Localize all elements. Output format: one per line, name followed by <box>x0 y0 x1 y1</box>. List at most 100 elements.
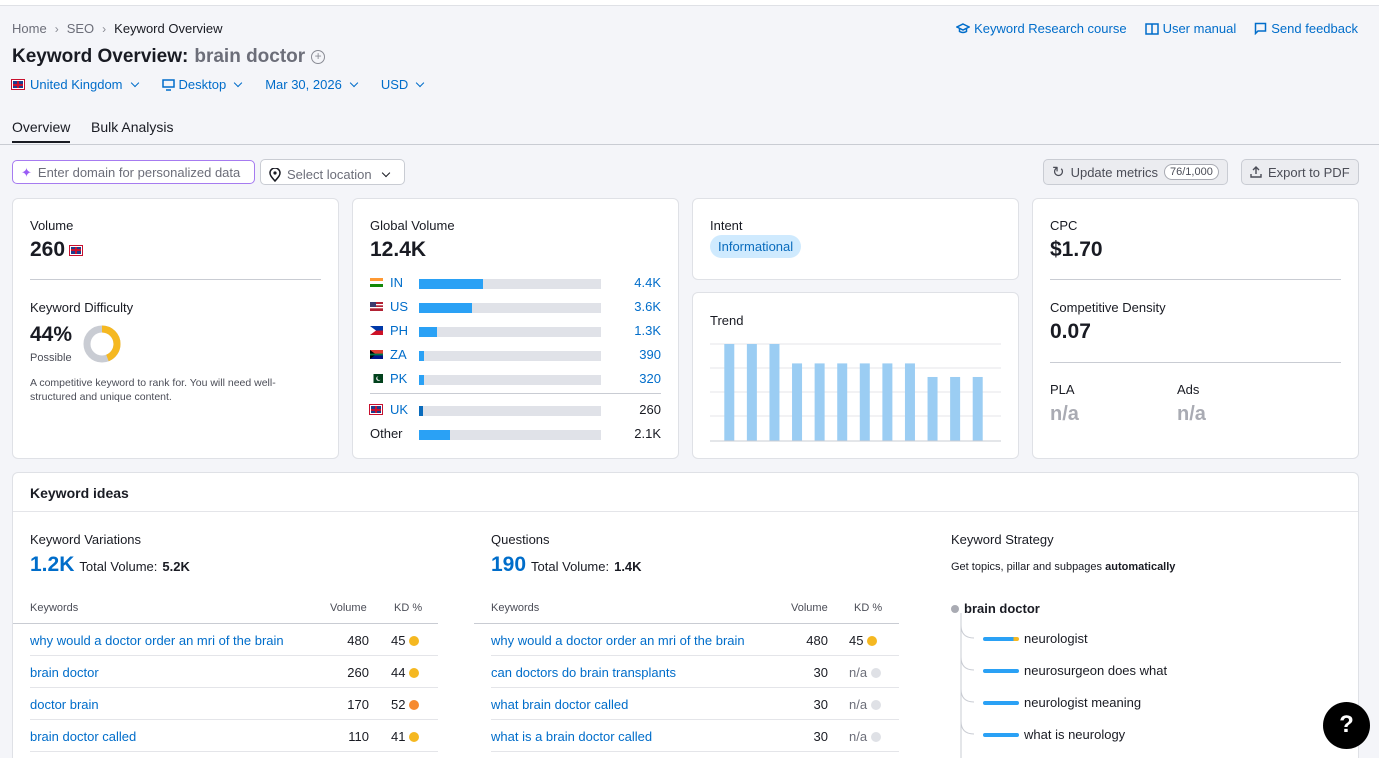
table-row: why would a doctor order an mri of the b… <box>30 624 438 656</box>
divider <box>13 511 1358 512</box>
variations-label: Keyword Variations <box>30 532 142 547</box>
strategy-item[interactable]: what is neurology <box>983 727 1125 742</box>
questions-count[interactable]: 190 <box>491 553 527 576</box>
keyword-volume: 110 <box>348 729 369 744</box>
keyword-link[interactable]: doctor brain <box>30 697 99 712</box>
trend-bar <box>814 363 825 441</box>
node-dot-icon <box>951 604 959 613</box>
breadcrumb-home[interactable]: Home <box>12 21 47 36</box>
table-row: what is a brain doctor called 30 n/a <box>491 720 899 752</box>
country-bar-track <box>419 279 601 289</box>
feedback-link[interactable]: Send feedback <box>1254 21 1358 36</box>
country-row-ph: PH 1.3K <box>370 323 661 339</box>
trend-bar <box>769 344 780 441</box>
chevron-down-icon <box>416 78 425 88</box>
keyword-link[interactable]: brain doctor <box>30 665 99 680</box>
keyword-link[interactable]: what is a brain doctor called <box>491 729 653 744</box>
help-button[interactable]: ? <box>1323 702 1370 749</box>
trend-bars <box>724 344 983 441</box>
questions-label: Questions <box>491 532 550 547</box>
table-row: why would a doctor order an mri of the b… <box>491 624 899 656</box>
strategy-tree-lines <box>960 613 975 758</box>
cd-label: Competitive Density <box>1050 300 1166 315</box>
intent-badge[interactable]: Informational <box>710 235 802 258</box>
strategy-root-label: brain doctor <box>964 601 1040 616</box>
device-label: Desktop <box>178 77 227 92</box>
kd-dot-icon <box>409 732 420 742</box>
country-code: PK <box>390 371 408 386</box>
country-code: ZA <box>390 347 407 362</box>
strategy-item[interactable]: neurologist <box>983 631 1088 646</box>
country-code: PH <box>390 323 409 338</box>
uk-flag-icon <box>11 79 25 90</box>
india-flag-icon <box>370 278 383 287</box>
country-code: US <box>390 299 409 314</box>
chevron-right-icon: › <box>102 21 107 36</box>
keyword-volume: 480 <box>806 633 828 648</box>
country-row-other: Other 2.1K <box>370 426 661 442</box>
country-select[interactable]: United Kingdom <box>11 77 139 92</box>
keyword-link[interactable]: can doctors do brain transplants <box>491 665 676 680</box>
country-bar-track <box>419 406 601 416</box>
feedback-link-label: Send feedback <box>1271 21 1358 36</box>
add-icon[interactable]: + <box>311 50 326 64</box>
course-link[interactable]: Keyword Research course <box>956 21 1127 36</box>
device-select[interactable]: Desktop <box>161 77 243 92</box>
intent-card: Intent Informational <box>692 198 1019 280</box>
uk-flag-icon <box>369 404 383 415</box>
strategy-item[interactable]: neurologist meaning <box>983 695 1141 710</box>
kd-donut <box>83 325 121 363</box>
chevron-down-icon <box>349 78 359 88</box>
trend-bar <box>972 376 983 441</box>
country-value: 4.4K <box>634 275 661 290</box>
keyword-kd: 41 <box>391 729 406 744</box>
strategy-item[interactable]: neurosurgeon does what <box>983 663 1167 678</box>
strategy-desc-bold: automatically <box>1105 561 1176 573</box>
trend-chart <box>710 343 1001 442</box>
country-bar-fill <box>419 327 438 337</box>
trend-bar <box>927 376 938 441</box>
variations-total: 5.2K <box>162 559 190 574</box>
location-select-label: Select location <box>287 167 372 182</box>
country-row-pk: PK 320 <box>370 371 661 387</box>
domain-input[interactable]: ✦ Enter domain for personalized data <box>12 160 255 184</box>
strategy-item-label: neurosurgeon does what <box>1024 663 1168 678</box>
column-header-volume: Volume <box>791 602 828 614</box>
tab-overview[interactable]: Overview <box>12 119 71 143</box>
strategy-desc-prefix: Get topics, pillar and subpages <box>951 561 1103 573</box>
kd-dot-icon <box>871 700 882 710</box>
country-value: 3.6K <box>634 299 661 314</box>
strategy-bar <box>983 700 1019 705</box>
table-row: doctor brain 170 52 <box>30 688 438 720</box>
keyword-link[interactable]: why would a doctor order an mri of the b… <box>30 633 284 648</box>
variations-count[interactable]: 1.2K <box>30 553 75 576</box>
strategy-root[interactable]: brain doctor <box>951 601 1040 616</box>
update-metrics-button[interactable]: ↻ Update metrics 76/1,000 <box>1043 159 1228 185</box>
country-value: 1.3K <box>634 323 661 338</box>
tab-bulk-analysis[interactable]: Bulk Analysis <box>91 119 174 135</box>
chevron-down-icon <box>233 78 243 88</box>
book-icon <box>1144 22 1159 35</box>
chevron-right-icon: › <box>54 21 59 36</box>
trend-bar <box>882 363 893 441</box>
breadcrumb-seo[interactable]: SEO <box>66 21 95 36</box>
divider <box>1050 362 1341 363</box>
currency-select[interactable]: USD <box>380 77 425 92</box>
strategy-description: Get topics, pillar and subpages automati… <box>951 561 1175 573</box>
export-pdf-button[interactable]: Export to PDF <box>1241 159 1359 185</box>
manual-link[interactable]: User manual <box>1144 21 1236 36</box>
domain-input-placeholder: Enter domain for personalized data <box>37 165 241 180</box>
column-header-kd: KD % <box>394 602 423 614</box>
pla-value: n/a <box>1050 403 1079 425</box>
date-select[interactable]: Mar 30, 2026 <box>265 77 359 92</box>
currency-label: USD <box>380 77 409 92</box>
keyword-link[interactable]: brain doctor called <box>30 729 137 744</box>
breadcrumb: Home › SEO › Keyword Overview <box>12 21 223 36</box>
divider <box>474 623 899 624</box>
location-select[interactable]: Select location <box>260 159 405 185</box>
keyword-link[interactable]: why would a doctor order an mri of the b… <box>491 633 745 648</box>
variations-summary: 1.2K Total Volume: 5.2K <box>30 553 190 577</box>
strategy-bar <box>983 636 1019 641</box>
keyword-link[interactable]: what brain doctor called <box>491 697 629 712</box>
breadcrumb-current: Keyword Overview <box>114 21 223 36</box>
